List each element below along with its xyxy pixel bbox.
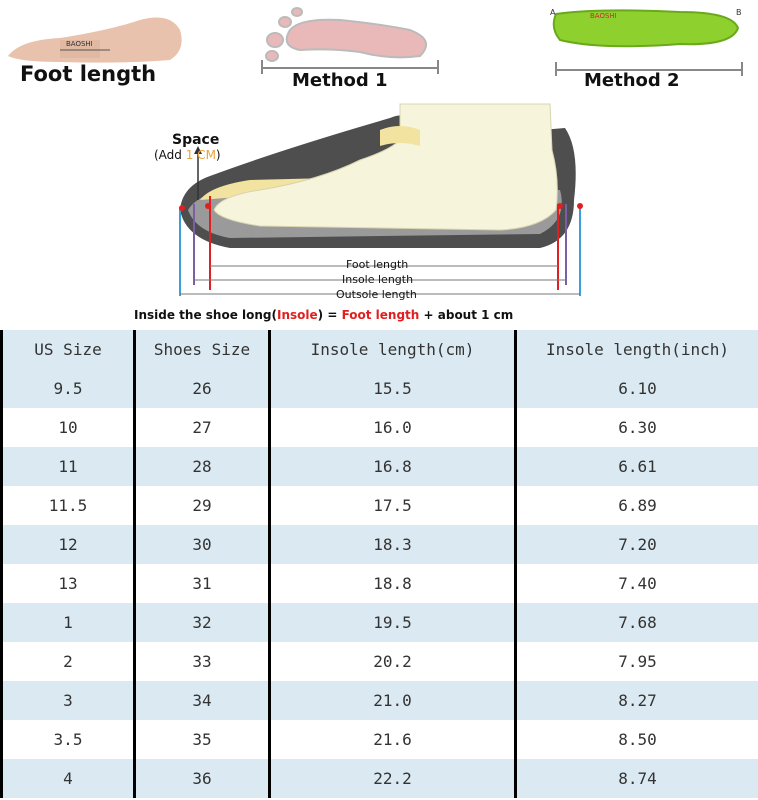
table-row: 4 36 22.2 8.74 xyxy=(0,759,758,798)
marker-a: A xyxy=(550,8,556,17)
cell-shoes-size: 35 xyxy=(133,720,271,759)
cell-insole-inch: 7.20 xyxy=(514,525,758,564)
cell-insole-inch: 8.27 xyxy=(514,681,758,720)
cell-shoes-size: 34 xyxy=(133,681,271,720)
cell-insole-cm: 17.5 xyxy=(268,486,517,525)
cell-insole-cm: 21.6 xyxy=(268,720,517,759)
cell-shoes-size: 33 xyxy=(133,642,271,681)
cell-us-size: 11.5 xyxy=(0,486,136,525)
cell-insole-inch: 6.10 xyxy=(514,369,758,408)
size-table: US Size Shoes Size Insole length(cm) Ins… xyxy=(0,330,758,798)
cell-us-size: 11 xyxy=(0,447,136,486)
cell-insole-cm: 18.8 xyxy=(268,564,517,603)
cell-us-size: 12 xyxy=(0,525,136,564)
insole-formula: Inside the shoe long(Insole) = Foot leng… xyxy=(134,308,514,322)
size-table-container: US Size Shoes Size Insole length(cm) Ins… xyxy=(0,330,758,800)
foot-length-title: Foot length xyxy=(20,62,157,86)
cell-insole-cm: 16.8 xyxy=(268,447,517,486)
space-title: Space xyxy=(172,132,220,148)
cell-shoes-size: 27 xyxy=(133,408,271,447)
table-row: 11 28 16.8 6.61 xyxy=(0,447,758,486)
cell-insole-inch: 7.95 xyxy=(514,642,758,681)
marker-b: B xyxy=(736,8,742,17)
cell-us-size: 9.5 xyxy=(0,369,136,408)
table-row: 13 31 18.8 7.40 xyxy=(0,564,758,603)
footprint-icon xyxy=(261,7,439,74)
table-row: 12 30 18.3 7.20 xyxy=(0,525,758,564)
cell-insole-cm: 18.3 xyxy=(268,525,517,564)
cell-insole-cm: 19.5 xyxy=(268,603,517,642)
cell-shoes-size: 28 xyxy=(133,447,271,486)
cell-insole-cm: 16.0 xyxy=(268,408,517,447)
shoe-cross-section xyxy=(179,103,583,296)
cell-us-size: 3 xyxy=(0,681,136,720)
cell-us-size: 4 xyxy=(0,759,136,798)
cell-insole-inch: 6.89 xyxy=(514,486,758,525)
table-row: 11.5 29 17.5 6.89 xyxy=(0,486,758,525)
cell-insole-cm: 20.2 xyxy=(268,642,517,681)
cell-shoes-size: 31 xyxy=(133,564,271,603)
cell-insole-inch: 7.68 xyxy=(514,603,758,642)
header-insole-cm: Insole length(cm) xyxy=(268,330,517,369)
cell-shoes-size: 36 xyxy=(133,759,271,798)
table-header-row: US Size Shoes Size Insole length(cm) Ins… xyxy=(0,330,758,369)
cell-insole-inch: 6.30 xyxy=(514,408,758,447)
cell-insole-inch: 8.74 xyxy=(514,759,758,798)
foot-photo-brand: BAOSHI xyxy=(66,40,93,48)
insole-length-line-label: Insole length xyxy=(342,273,414,286)
cell-shoes-size: 32 xyxy=(133,603,271,642)
cell-insole-inch: 8.50 xyxy=(514,720,758,759)
table-row: 2 33 20.2 7.95 xyxy=(0,642,758,681)
cell-us-size: 1 xyxy=(0,603,136,642)
space-add-note: (Add 1 CM) xyxy=(154,148,221,162)
method-1-title: Method 1 xyxy=(292,70,388,91)
size-guide-illustration: Foot length Method 1 Method 2 BAOSHI BAO… xyxy=(0,0,758,330)
table-row: 3 34 21.0 8.27 xyxy=(0,681,758,720)
cell-shoes-size: 29 xyxy=(133,486,271,525)
insole-photo xyxy=(552,9,743,76)
cell-insole-cm: 15.5 xyxy=(268,369,517,408)
header-shoes-size: Shoes Size xyxy=(133,330,271,369)
foot-length-line-label: Foot length xyxy=(346,258,409,271)
foot-side-photo xyxy=(8,17,182,63)
cell-us-size: 2 xyxy=(0,642,136,681)
cell-shoes-size: 26 xyxy=(133,369,271,408)
method-2-title: Method 2 xyxy=(584,70,680,91)
table-row: 10 27 16.0 6.30 xyxy=(0,408,758,447)
measurement-diagram xyxy=(8,7,743,296)
cell-shoes-size: 30 xyxy=(133,525,271,564)
outsole-length-line-label: Outsole length xyxy=(336,288,417,301)
cell-us-size: 3.5 xyxy=(0,720,136,759)
insole-brand: BAOSHI xyxy=(590,12,617,20)
table-row: 3.5 35 21.6 8.50 xyxy=(0,720,758,759)
cell-insole-inch: 7.40 xyxy=(514,564,758,603)
cell-insole-cm: 22.2 xyxy=(268,759,517,798)
cell-us-size: 10 xyxy=(0,408,136,447)
table-row: 1 32 19.5 7.68 xyxy=(0,603,758,642)
cell-us-size: 13 xyxy=(0,564,136,603)
table-row: 9.5 26 15.5 6.10 xyxy=(0,369,758,408)
header-insole-inch: Insole length(inch) xyxy=(514,330,758,369)
header-us-size: US Size xyxy=(0,330,136,369)
cell-insole-cm: 21.0 xyxy=(268,681,517,720)
cell-insole-inch: 6.61 xyxy=(514,447,758,486)
